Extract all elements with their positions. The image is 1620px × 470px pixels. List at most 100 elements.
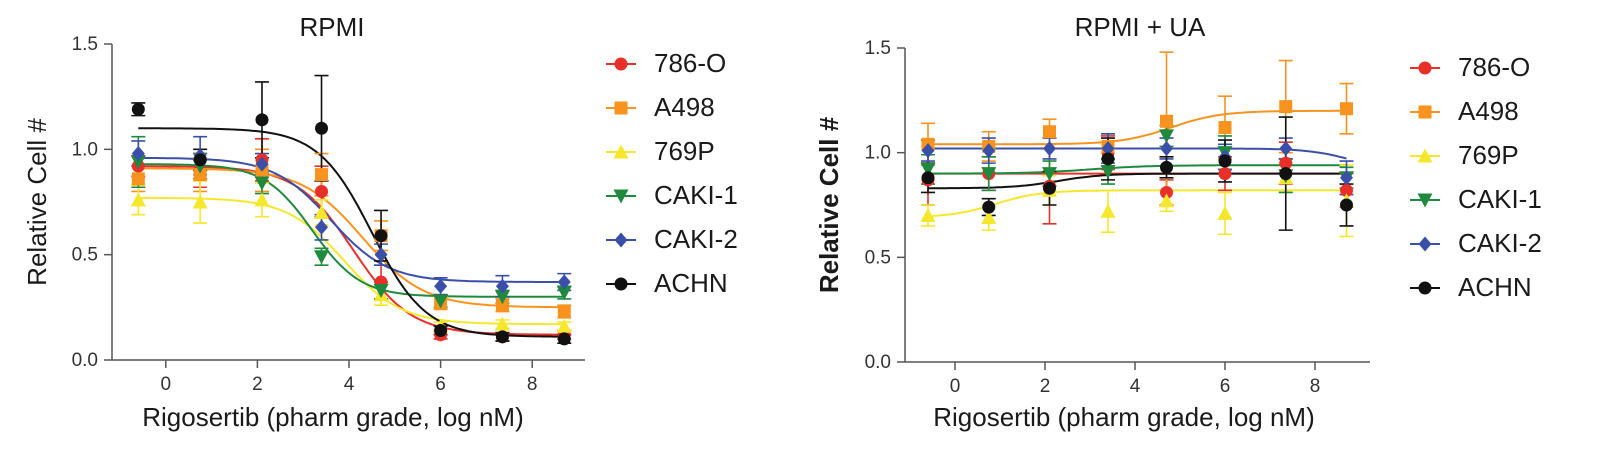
data-point-achn bbox=[982, 200, 996, 214]
data-point-a498 bbox=[315, 168, 329, 182]
x-tick-label: 6 bbox=[1220, 376, 1231, 397]
legend-marker-caki-1 bbox=[1417, 193, 1433, 208]
y-tick-label: 0.0 bbox=[72, 350, 98, 371]
data-point-achn bbox=[374, 229, 388, 243]
data-point-769p bbox=[314, 205, 330, 220]
legend-marker-786-o bbox=[1418, 61, 1432, 75]
legend-marker-caki-2 bbox=[1418, 236, 1432, 252]
data-point-caki-2 bbox=[1160, 140, 1173, 156]
fit-curve-caki-2 bbox=[138, 156, 565, 283]
y-axis-label: Relative Cell # bbox=[814, 116, 844, 293]
chart-title: RPMI bbox=[300, 12, 365, 42]
data-point-786-o bbox=[1340, 183, 1353, 197]
data-point-769p bbox=[494, 316, 510, 331]
data-point-a498 bbox=[1279, 100, 1293, 114]
legend-marker-786-o bbox=[614, 57, 628, 71]
data-point-caki-2 bbox=[1279, 140, 1293, 156]
data-point-769p bbox=[981, 210, 997, 225]
data-point-a498 bbox=[131, 172, 145, 186]
panel-rpmi-ua: RPMI + UA Relative Cell # Rigosertib (ph… bbox=[814, 12, 1542, 432]
data-point-a498 bbox=[1160, 114, 1173, 128]
data-point-caki-1 bbox=[556, 286, 572, 301]
y-axis-label: Relative Cell # bbox=[22, 118, 52, 286]
data-point-caki-2 bbox=[434, 278, 448, 294]
data-point-caki-1 bbox=[373, 283, 389, 298]
data-point-a498 bbox=[557, 305, 571, 319]
data-point-caki-2 bbox=[1340, 170, 1353, 186]
x-tick-label: 0 bbox=[950, 376, 961, 397]
x-tick-label: 4 bbox=[344, 374, 355, 395]
data-point-achn bbox=[495, 330, 509, 344]
legend-label-caki-1: CAKI-1 bbox=[654, 180, 738, 210]
data-point-a498 bbox=[1340, 102, 1353, 116]
x-tick-label: 2 bbox=[252, 374, 263, 395]
data-point-caki-1 bbox=[433, 294, 449, 309]
data-point-769p bbox=[192, 194, 208, 209]
data-point-caki-1 bbox=[1100, 165, 1116, 180]
x-axis-label: Rigosertib (pharm grade, log nM) bbox=[933, 402, 1315, 432]
legend-label-caki-1: CAKI-1 bbox=[1458, 184, 1542, 214]
data-point-caki-2 bbox=[921, 143, 935, 159]
legend-label-caki-2: CAKI-2 bbox=[654, 224, 738, 254]
data-point-769p bbox=[254, 192, 270, 207]
legend-marker-caki-2 bbox=[614, 232, 628, 248]
data-point-caki-2 bbox=[374, 247, 388, 263]
data-point-769p bbox=[130, 192, 146, 207]
data-point-caki-1 bbox=[1159, 129, 1174, 144]
x-tick-label: 2 bbox=[1040, 376, 1051, 397]
data-point-achn bbox=[131, 102, 145, 116]
legend-label-a498: A498 bbox=[654, 92, 715, 122]
data-point-786-o bbox=[1160, 185, 1173, 199]
x-tick-label: 8 bbox=[527, 374, 538, 395]
data-point-786-o bbox=[1279, 156, 1293, 170]
data-point-achn bbox=[1160, 160, 1173, 174]
legend-marker-achn bbox=[1418, 281, 1432, 295]
fit-curve-achn bbox=[138, 127, 565, 338]
data-point-caki-1 bbox=[981, 167, 997, 182]
y-tick-label: 0.5 bbox=[72, 245, 98, 266]
legend-marker-caki-1 bbox=[613, 189, 629, 204]
y-tick-label: 0.0 bbox=[865, 352, 891, 373]
data-point-786-o bbox=[1218, 167, 1232, 181]
data-point-achn bbox=[193, 153, 207, 167]
legend-marker-a498 bbox=[614, 101, 628, 115]
y-tick-label: 1.0 bbox=[72, 139, 98, 160]
legend-marker-a498 bbox=[1418, 105, 1432, 119]
x-tick-label: 4 bbox=[1130, 376, 1141, 397]
fit-curve-caki-1 bbox=[138, 163, 565, 298]
legend-label-786-o: 786-O bbox=[654, 48, 726, 78]
data-point-caki-2 bbox=[1043, 140, 1056, 156]
x-tick-label: 8 bbox=[1310, 376, 1321, 397]
y-tick-label: 1.0 bbox=[865, 143, 891, 164]
data-point-caki-1 bbox=[920, 162, 936, 177]
data-point-achn bbox=[1340, 198, 1353, 212]
data-point-caki-2 bbox=[315, 219, 329, 235]
x-axis-label: Rigosertib (pharm grade, log nM) bbox=[142, 402, 524, 432]
data-point-caki-2 bbox=[495, 278, 509, 294]
y-tick-label: 1.5 bbox=[865, 38, 891, 59]
data-point-achn bbox=[315, 121, 329, 135]
data-point-a498 bbox=[1218, 121, 1232, 135]
legend-label-786-o: 786-O bbox=[1458, 52, 1530, 82]
data-point-achn bbox=[1218, 154, 1232, 168]
y-tick-label: 1.5 bbox=[72, 34, 98, 55]
y-tick-label: 0.5 bbox=[865, 247, 891, 268]
panel-rpmi: RPMI Relative Cell # Rigosertib (pharm g… bbox=[22, 12, 738, 432]
data-point-caki-2 bbox=[255, 156, 269, 172]
data-point-achn bbox=[921, 171, 935, 185]
legend-label-achn: ACHN bbox=[654, 268, 728, 298]
data-point-caki-1 bbox=[494, 290, 510, 305]
data-point-769p bbox=[1217, 205, 1233, 220]
x-tick-label: 6 bbox=[435, 374, 446, 395]
fit-curve-caki-2 bbox=[928, 147, 1347, 160]
data-point-caki-1 bbox=[254, 176, 270, 191]
fit-curve-769p bbox=[138, 196, 565, 326]
data-point-a498 bbox=[495, 298, 509, 312]
data-point-caki-2 bbox=[557, 274, 571, 290]
x-tick-label: 0 bbox=[161, 374, 172, 395]
fit-curve-achn bbox=[928, 172, 1347, 190]
data-point-caki-1 bbox=[1042, 167, 1057, 182]
data-point-caki-2 bbox=[1101, 140, 1115, 156]
data-point-achn bbox=[434, 324, 448, 338]
data-point-achn bbox=[557, 332, 571, 346]
